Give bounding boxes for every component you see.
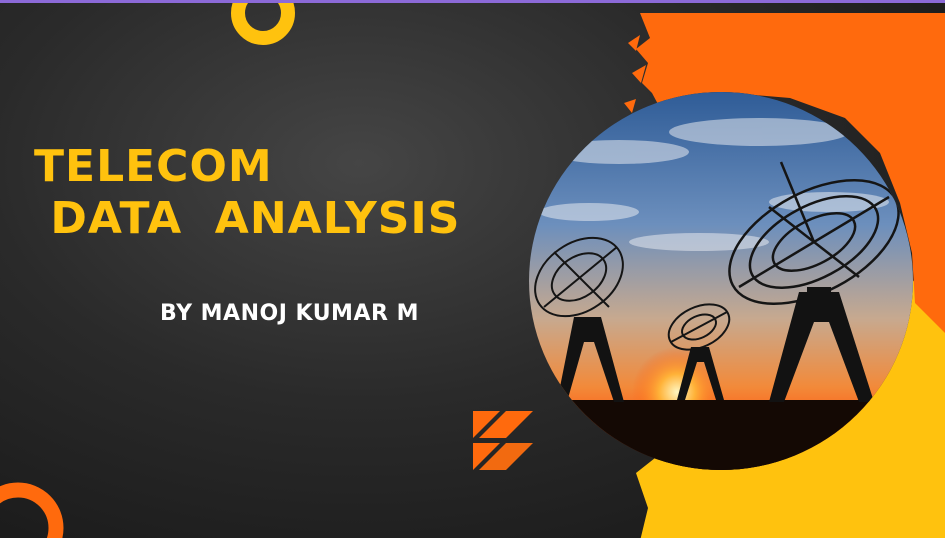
orange-splatter xyxy=(624,35,650,131)
slide-title: TELECOM DATA ANALYSIS xyxy=(34,141,461,244)
orange-ring-bottom xyxy=(0,482,64,538)
yellow-ring-top xyxy=(231,3,295,45)
logo-mark-icon xyxy=(473,411,533,470)
satellite-dish-photo xyxy=(529,92,913,470)
author-byline: BY MANOJ KUMAR M xyxy=(160,301,419,326)
